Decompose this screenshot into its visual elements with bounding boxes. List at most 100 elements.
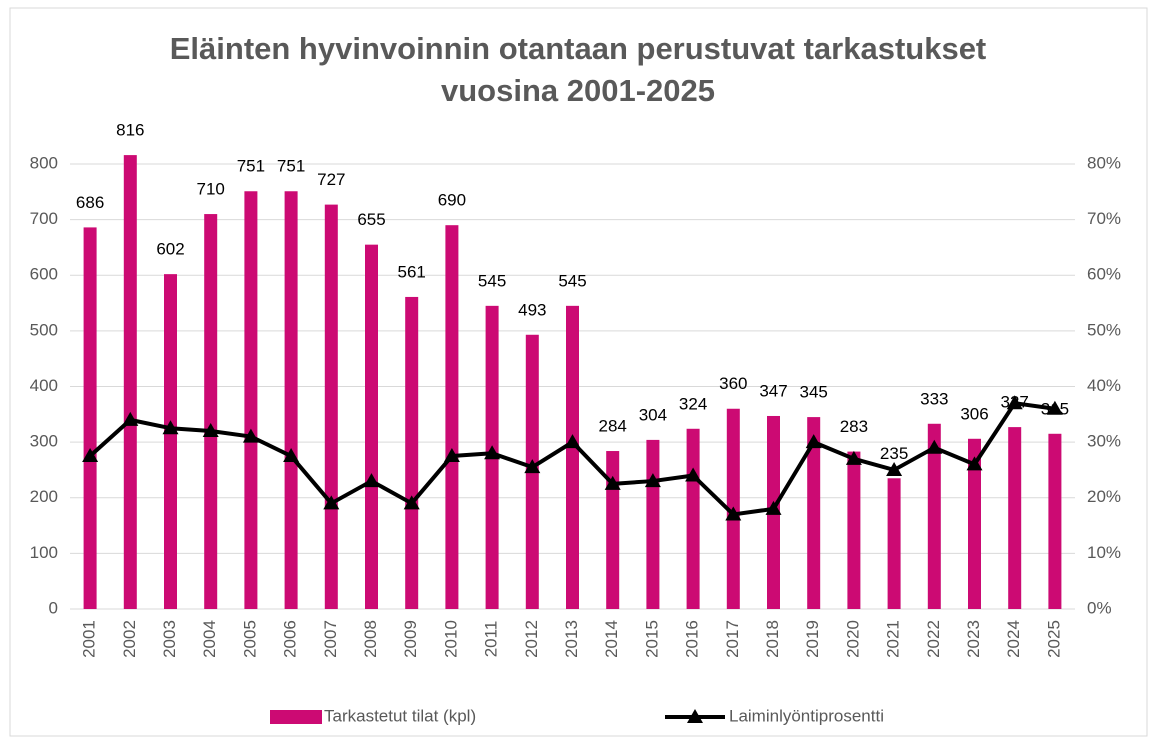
x-tick-label: 2020 <box>843 620 862 658</box>
x-tick-label: 2008 <box>361 620 380 658</box>
bar <box>606 451 620 609</box>
x-tick-label: 2021 <box>884 620 903 658</box>
bar <box>405 296 419 609</box>
x-tick-label: 2018 <box>763 620 782 658</box>
line-marker <box>1006 395 1023 410</box>
y2-tick-label: 70% <box>1087 209 1121 228</box>
x-tick-label: 2024 <box>1004 620 1023 658</box>
data-label: 345 <box>800 383 828 402</box>
data-label: 690 <box>438 191 466 210</box>
data-label: 751 <box>277 157 305 176</box>
bar <box>244 191 258 609</box>
line-marker <box>524 459 541 474</box>
bar <box>164 274 177 609</box>
line-marker <box>966 456 983 471</box>
line-marker <box>122 411 139 426</box>
line-marker <box>403 495 420 510</box>
data-label: 306 <box>960 404 988 423</box>
line-marker <box>323 495 340 510</box>
y-tick-label: 700 <box>30 209 58 228</box>
line-marker <box>845 450 862 465</box>
bar <box>686 428 700 609</box>
data-label: 324 <box>679 394 707 413</box>
data-label: 493 <box>518 300 546 319</box>
chart-title: Eläinten hyvinvoinnin otantaan perustuva… <box>169 31 987 108</box>
legend-label: Laiminlyöntiprosentti <box>729 706 884 725</box>
x-tick-label: 2016 <box>683 620 702 658</box>
line-marker <box>82 448 99 463</box>
x-tick-label: 2005 <box>240 620 259 658</box>
line-marker <box>484 445 501 460</box>
x-tick-label: 2019 <box>803 620 822 658</box>
legend-label: Tarkastetut tilat (kpl) <box>324 706 476 725</box>
y2-tick-label: 40% <box>1087 376 1121 395</box>
y2-tick-label: 60% <box>1087 265 1121 284</box>
bar <box>887 478 901 609</box>
x-tick-label: 2025 <box>1044 620 1063 658</box>
x-tick-label: 2007 <box>321 620 340 658</box>
line-marker <box>805 434 822 449</box>
data-label: 751 <box>237 157 265 176</box>
x-tick-label: 2004 <box>200 620 219 658</box>
line-marker <box>886 461 903 476</box>
bar <box>566 305 579 609</box>
x-tick-label: 2011 <box>482 621 501 658</box>
y2-tick-label: 0% <box>1087 598 1112 617</box>
y-tick-label: 400 <box>30 376 58 395</box>
line-marker <box>202 423 219 437</box>
y-tick-label: 0 <box>49 598 58 617</box>
line-marker <box>363 473 380 488</box>
bar <box>847 451 861 609</box>
legend-marker <box>687 709 703 723</box>
bar <box>646 439 660 609</box>
line-marker <box>926 439 943 454</box>
bar <box>204 214 218 609</box>
bar <box>324 204 338 609</box>
line-marker <box>283 448 300 463</box>
line-marker <box>765 500 782 515</box>
line-marker <box>1046 400 1063 415</box>
y2-tick-label: 50% <box>1087 320 1121 339</box>
y-tick-label: 100 <box>30 543 58 562</box>
legend-swatch <box>270 710 322 724</box>
data-label: 561 <box>398 262 426 281</box>
y-tick-label: 800 <box>30 153 58 172</box>
bar <box>445 225 459 609</box>
y-tick-label: 300 <box>30 432 58 451</box>
x-tick-label: 2015 <box>642 620 661 658</box>
line-marker <box>564 434 581 449</box>
bar <box>1048 433 1062 609</box>
x-tick-label: 2012 <box>522 620 541 658</box>
bar <box>968 438 981 609</box>
data-label: 686 <box>76 193 104 212</box>
data-label: 283 <box>840 417 868 436</box>
data-label: 304 <box>639 405 667 424</box>
x-tick-label: 2006 <box>281 620 300 658</box>
line-marker <box>443 448 460 463</box>
x-tick-label: 2009 <box>401 620 420 658</box>
line-marker <box>162 420 179 435</box>
line-marker <box>685 467 702 482</box>
x-tick-label: 2001 <box>80 620 99 658</box>
bar <box>284 191 298 609</box>
data-label: 545 <box>558 271 586 290</box>
bar <box>365 244 378 609</box>
y2-tick-label: 80% <box>1087 153 1121 172</box>
x-tick-label: 2013 <box>562 620 581 658</box>
line-marker <box>644 473 661 488</box>
line-marker <box>725 506 742 521</box>
y-tick-label: 600 <box>30 265 58 284</box>
data-label: 235 <box>880 444 908 463</box>
line-marker <box>604 475 621 490</box>
data-label: 360 <box>719 374 747 393</box>
data-label: 602 <box>156 240 184 259</box>
y2-tick-label: 10% <box>1087 543 1121 562</box>
bar <box>807 417 821 609</box>
data-label: 710 <box>197 180 225 199</box>
x-tick-label: 2003 <box>160 620 179 658</box>
x-tick-label: 2022 <box>924 620 943 658</box>
data-label: 545 <box>478 271 506 290</box>
data-label: 284 <box>599 417 627 436</box>
